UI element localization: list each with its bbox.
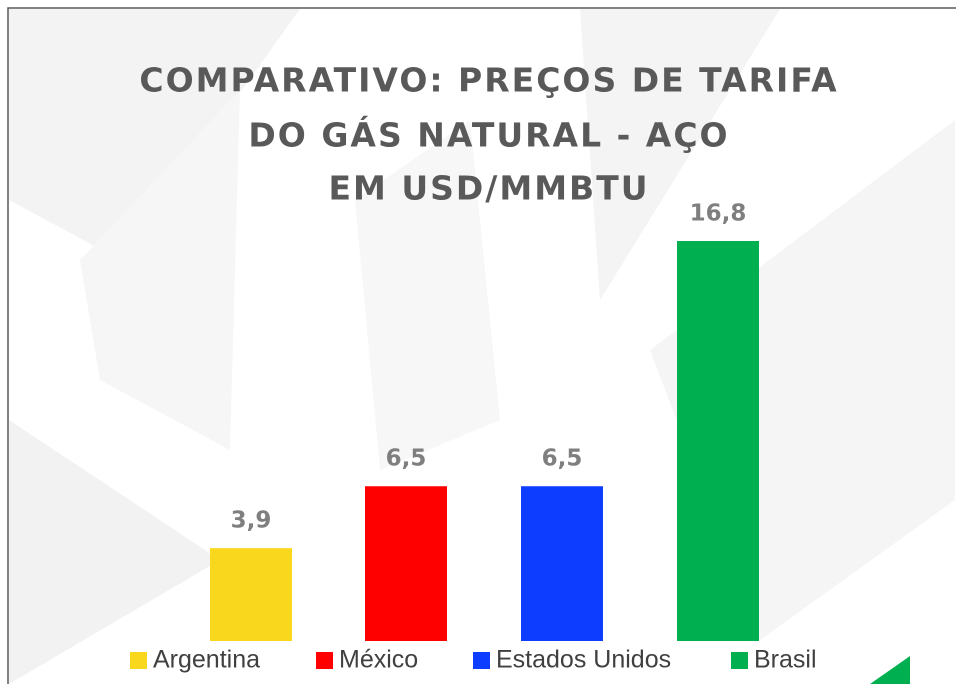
bar	[521, 486, 603, 641]
value-label: 16,8	[690, 201, 747, 227]
value-label: 6,5	[386, 446, 427, 472]
legend-swatch	[731, 652, 748, 669]
legend-label: Brasil	[754, 646, 817, 674]
legend-swatch	[130, 652, 147, 669]
legend-label: México	[339, 646, 418, 674]
bar	[210, 548, 292, 641]
legend-swatch	[473, 652, 490, 669]
chart-title: EM USD/MMBTU	[328, 169, 649, 208]
legend-label: Argentina	[153, 646, 260, 674]
bar	[365, 486, 447, 641]
legend-swatch	[316, 652, 333, 669]
legend-label: Estados Unidos	[496, 646, 671, 674]
chart-title: DO GÁS NATURAL - AÇO	[248, 115, 729, 155]
chart-title: COMPARATIVO: PREÇOS DE TARIFA	[139, 61, 838, 100]
value-label: 6,5	[542, 446, 583, 472]
value-label: 3,9	[231, 508, 272, 534]
bar	[677, 241, 759, 641]
